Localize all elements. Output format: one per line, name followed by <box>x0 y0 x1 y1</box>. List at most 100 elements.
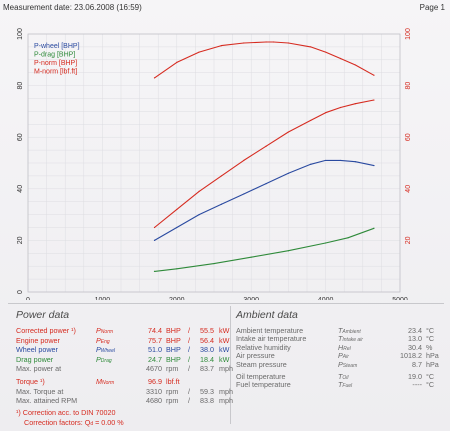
x-tick-label: 1000 <box>95 297 111 300</box>
data-point <box>287 131 289 133</box>
ambient-row: Steam pressure PSteam 8.7 hPa <box>236 360 444 369</box>
power-row-value2: 59.3 <box>200 386 214 396</box>
data-point <box>243 193 245 195</box>
left-y-tick-label: 60 <box>17 133 24 141</box>
power-row-unit1: BHP <box>166 354 181 364</box>
data-point <box>198 214 200 216</box>
power-row-value1: 24.7 <box>148 354 162 364</box>
data-point <box>287 250 289 252</box>
data-point <box>310 119 312 122</box>
power-row-value1: 3310 <box>146 386 162 396</box>
power-row-value1: 74.4 <box>148 326 162 335</box>
power-row-separator: / <box>188 354 190 364</box>
power-row-unit1: lbf.ft <box>166 377 180 386</box>
ambient-row-unit: °C <box>426 380 435 390</box>
data-point <box>243 42 245 44</box>
power-row-value2: 83.7 <box>200 364 214 374</box>
ambient-row-unit: hPa <box>426 359 439 369</box>
plot-frame <box>27 33 401 293</box>
left-y-tick-label: 20 <box>17 236 24 244</box>
page-number: Page 1 <box>419 3 445 12</box>
left-y-tick-label: 80 <box>17 82 24 90</box>
data-point <box>373 99 375 101</box>
power-row-value1: 51.0 <box>148 345 162 355</box>
data-point <box>325 242 327 244</box>
power-row: Corrected power ¹) PNorm 74.4 BHP / 55.5 kW <box>16 326 229 335</box>
ambient-row-symbol: PAir <box>338 351 349 361</box>
x-tick-label: 5000 <box>392 297 408 300</box>
data-point <box>354 161 356 163</box>
power-row-unit2: kW <box>219 354 230 364</box>
ambient-row-label: Relative humidity <box>236 342 291 352</box>
data-point <box>325 159 327 162</box>
correction-factors-label: Correction factors: Q <box>24 418 91 427</box>
data-point <box>220 45 223 47</box>
section-divider <box>8 303 444 304</box>
data-point <box>310 46 312 48</box>
ambient-row-unit: °C <box>426 372 435 381</box>
data-point <box>176 268 178 270</box>
power-row-value2: 38.0 <box>200 345 214 355</box>
correction-factors-value: = 0.00 % <box>95 418 124 427</box>
power-row: Drag power PDrag 24.7 BHP / 18.4 kW <box>16 354 230 364</box>
power-row-label: Max. Torque at <box>16 386 64 396</box>
data-point <box>153 77 156 79</box>
power-row-unit2: mph <box>219 396 233 406</box>
power-row-label: Engine power <box>16 335 60 345</box>
power-row-separator: / <box>188 335 190 345</box>
ambient-row-value: 23.4 <box>408 326 422 335</box>
data-point <box>198 51 200 53</box>
power-row: Torque ¹) MNorm 96.9 lbf.ft <box>16 377 228 386</box>
data-point <box>176 208 178 211</box>
data-point <box>354 103 356 105</box>
ambient-row-symbol: PSteam <box>338 359 358 369</box>
data-point <box>243 159 245 162</box>
power-row: Max. power at 4670 rpm / 83.7 mph <box>16 364 233 374</box>
data-point <box>373 74 375 76</box>
power-row-label: Max. attained RPM <box>16 396 78 406</box>
ambient-row-value: 19.0 <box>408 372 422 381</box>
power-row-label: Torque ¹) <box>16 377 45 386</box>
legend-entry: P-drag [BHP] <box>34 52 75 59</box>
data-point <box>339 159 342 162</box>
left-y-tick-label: 100 <box>17 28 24 40</box>
power-row-separator: / <box>188 326 190 335</box>
data-point <box>213 263 215 265</box>
dyno-chart: 010002000300040005000n [rpm]020406080100… <box>17 28 412 300</box>
power-data-title: Power data <box>16 309 70 321</box>
ambient-row: Oil temperature TOil 19.0 °C <box>236 372 444 381</box>
power-row-unit1: BHP <box>166 326 181 335</box>
power-row-value2: 18.4 <box>200 354 214 364</box>
data-point <box>220 175 223 177</box>
data-point <box>347 237 349 239</box>
power-row: Max. Torque at 3310 rpm / 59.3 mph <box>16 386 233 396</box>
ambient-row-label: Fuel temperature <box>236 380 291 390</box>
power-row-unit2: kW <box>219 335 230 345</box>
power-row-unit1: rpm <box>166 364 179 374</box>
data-point <box>220 203 223 205</box>
right-y-tick-label: 60 <box>405 133 412 141</box>
ambient-row-label: Ambient temperature <box>236 326 304 335</box>
power-row-unit2: mph <box>219 386 233 396</box>
measurement-date: Measurement date: 23.06.2008 (16:59) <box>3 3 142 12</box>
x-tick-label: 0 <box>26 297 30 300</box>
power-row-unit1: rpm <box>166 396 179 406</box>
data-point <box>250 256 252 258</box>
power-row-label: Drag power <box>16 354 54 364</box>
ambient-row-label: Air pressure <box>236 351 275 361</box>
power-row-symbol: PDrag <box>96 354 112 364</box>
data-point <box>339 57 342 60</box>
power-row-value2: 56.4 <box>200 335 214 345</box>
power-row-value2: 83.8 <box>200 396 214 406</box>
x-tick-label: 2000 <box>169 297 185 300</box>
power-row-separator: / <box>188 396 190 406</box>
power-row-unit2: kW <box>219 345 230 355</box>
power-row-label: Corrected power ¹) <box>16 326 76 335</box>
power-row-separator: / <box>188 386 190 396</box>
power-row-value1: 75.7 <box>148 335 162 345</box>
power-row-label: Max. power at <box>16 364 62 374</box>
ambient-row-unit: °C <box>426 326 435 335</box>
ambient-row-label: Oil temperature <box>236 372 286 381</box>
data-point <box>339 106 342 109</box>
ambient-data-title: Ambient data <box>236 309 298 321</box>
